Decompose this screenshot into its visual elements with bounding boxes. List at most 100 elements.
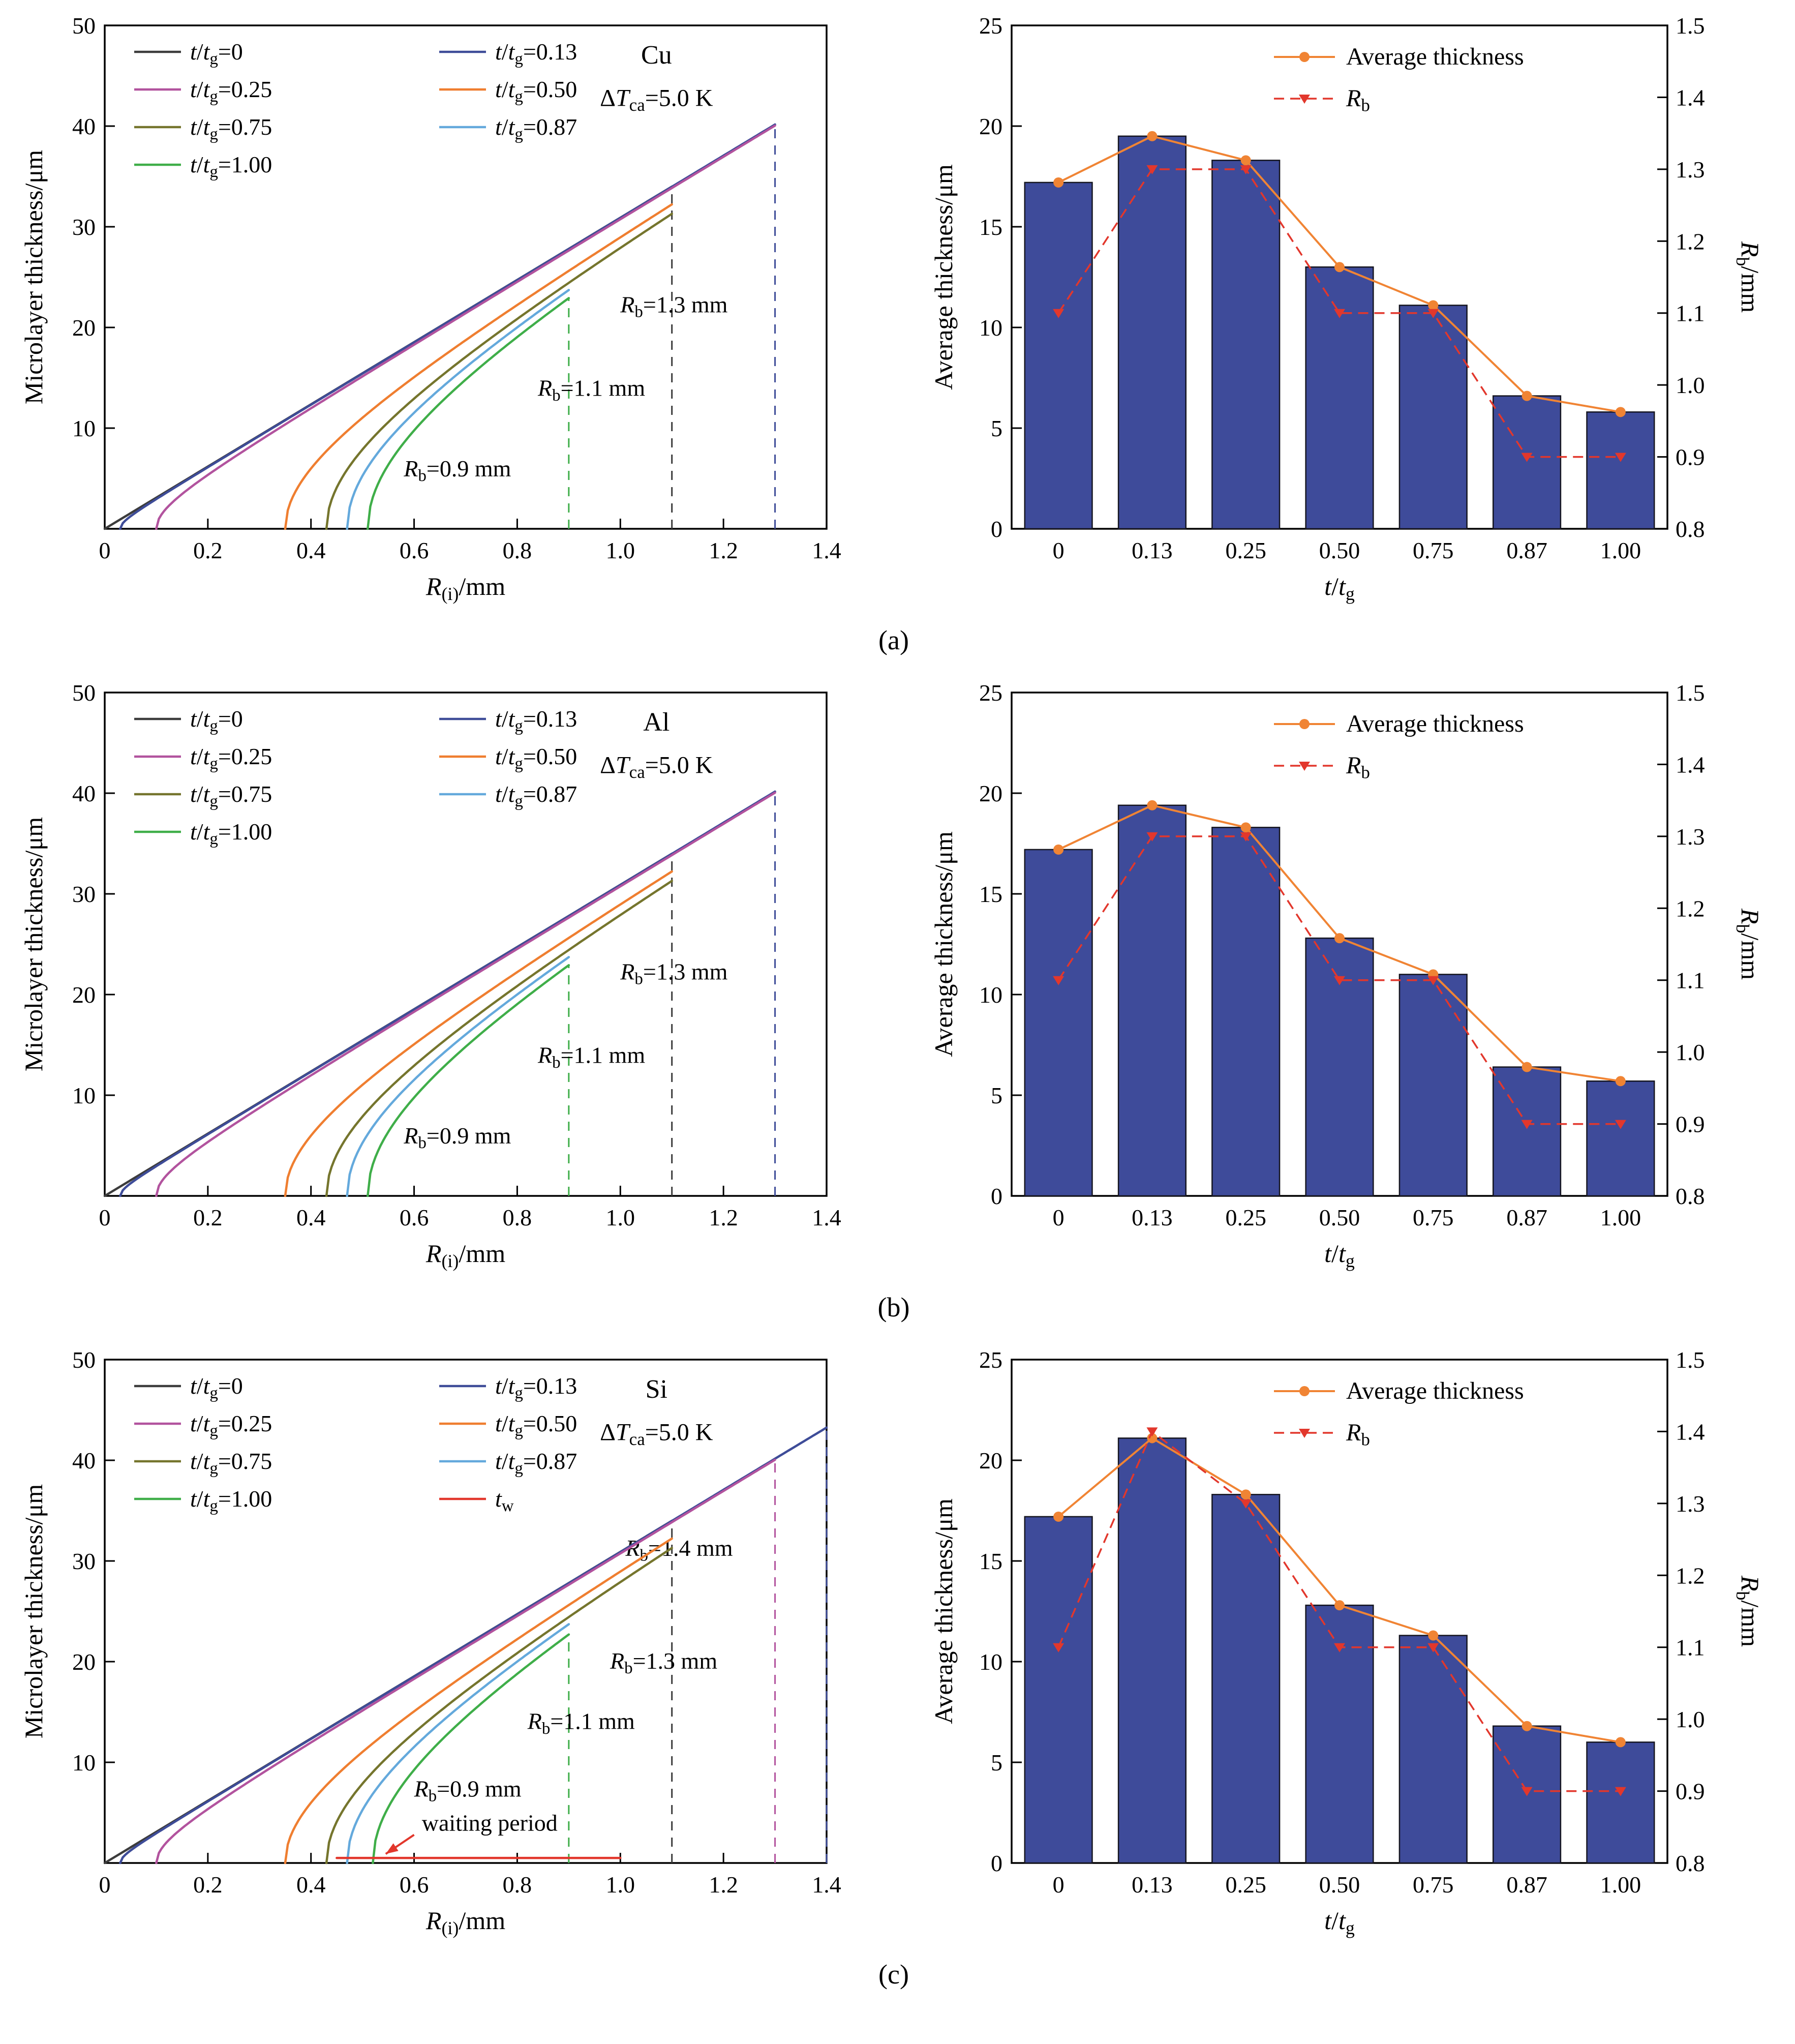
svg-text:t/tg=1.00: t/tg=1.00 (190, 1486, 272, 1515)
svg-text:40: 40 (72, 780, 96, 806)
svg-text:1.2: 1.2 (709, 1872, 738, 1898)
svg-text:0.2: 0.2 (193, 1205, 223, 1230)
svg-text:0.2: 0.2 (193, 1872, 223, 1898)
svg-text:0.8: 0.8 (503, 1205, 532, 1230)
svg-text:R(i)/mm: R(i)/mm (425, 1239, 505, 1271)
svg-text:1.3: 1.3 (1676, 824, 1705, 850)
svg-text:5: 5 (991, 1750, 1002, 1776)
svg-text:Al: Al (643, 708, 670, 737)
svg-text:0.75: 0.75 (1413, 1205, 1454, 1230)
svg-text:15: 15 (979, 881, 1002, 907)
svg-text:Si: Si (646, 1375, 667, 1404)
svg-text:0.50: 0.50 (1319, 1205, 1360, 1230)
svg-text:1.4: 1.4 (1676, 1419, 1705, 1445)
svg-text:t/tg=0.87: t/tg=0.87 (495, 114, 577, 143)
svg-text:0: 0 (99, 1872, 111, 1898)
svg-text:Rb: Rb (1346, 752, 1370, 783)
svg-text:0.75: 0.75 (1413, 537, 1454, 563)
svg-text:1.00: 1.00 (1600, 1872, 1641, 1898)
svg-text:0.50: 0.50 (1319, 537, 1360, 563)
svg-text:1.2: 1.2 (1676, 895, 1705, 921)
microlayer-thickness-chart-cu: 0 0.2 0.4 0.6 0.8 1.0 1.2 1.4 10 20 30 40 50 R(i)/mm M… (19, 13, 841, 604)
svg-text:Microlayer thickness/μm: Microlayer thickness/μm (19, 150, 48, 404)
svg-text:0.87: 0.87 (1506, 1205, 1547, 1230)
svg-text:10: 10 (72, 1083, 96, 1108)
panel-c-row: 0 0.2 0.4 0.6 0.8 1.0 1.2 1.4 10 20 30 40 50 R(i)/mm M… (14, 1343, 1795, 1948)
svg-text:t/tg=0.50: t/tg=0.50 (495, 1410, 577, 1440)
svg-text:ΔTca=5.0 K: ΔTca=5.0 K (600, 752, 713, 782)
svg-text:10: 10 (979, 1649, 1002, 1675)
svg-text:t/tg=0: t/tg=0 (190, 1373, 243, 1402)
svg-text:0.4: 0.4 (296, 1205, 326, 1230)
svg-text:0.8: 0.8 (503, 537, 532, 563)
svg-text:0.9: 0.9 (1676, 444, 1705, 470)
caption-a: (a) (878, 625, 909, 655)
svg-text:1.00: 1.00 (1600, 537, 1641, 563)
svg-text:Rb=1.1 mm: Rb=1.1 mm (527, 1708, 635, 1738)
svg-text:0: 0 (1053, 1205, 1064, 1230)
svg-text:0.87: 0.87 (1506, 537, 1547, 563)
svg-text:t/tg: t/tg (1324, 572, 1355, 604)
svg-text:0.4: 0.4 (296, 1872, 326, 1898)
svg-text:t/tg=0.13: t/tg=0.13 (495, 706, 577, 735)
svg-text:waiting period: waiting period (422, 1810, 558, 1836)
svg-text:t/tg=1.00: t/tg=1.00 (190, 819, 272, 848)
svg-text:Rb=0.9 mm: Rb=0.9 mm (403, 456, 511, 485)
svg-text:0.8: 0.8 (1676, 1183, 1705, 1209)
svg-text:t/tg=0.50: t/tg=0.50 (495, 743, 577, 773)
panel-b-row: 0 0.2 0.4 0.6 0.8 1.0 1.2 1.4 10 20 30 40 50 R(i)/mm M… (14, 676, 1795, 1281)
svg-text:t/tg=0.13: t/tg=0.13 (495, 1373, 577, 1402)
svg-text:0.9: 0.9 (1676, 1779, 1705, 1805)
svg-text:0.9: 0.9 (1676, 1111, 1705, 1137)
svg-text:10: 10 (979, 315, 1002, 341)
svg-text:tw: tw (495, 1486, 514, 1515)
caption-b: (b) (877, 1292, 910, 1322)
svg-text:ΔTca=5.0 K: ΔTca=5.0 K (600, 84, 713, 115)
svg-text:10: 10 (979, 982, 1002, 1008)
svg-text:20: 20 (979, 113, 1002, 139)
svg-text:t/tg: t/tg (1324, 1239, 1355, 1271)
svg-text:0.6: 0.6 (400, 1872, 429, 1898)
svg-text:50: 50 (72, 680, 96, 706)
svg-text:0.6: 0.6 (400, 1205, 429, 1230)
svg-text:t/tg=0.87: t/tg=0.87 (495, 781, 577, 810)
svg-text:Rb=1.4 mm: Rb=1.4 mm (625, 1535, 733, 1565)
svg-text:5: 5 (991, 415, 1002, 441)
microlayer-thickness-chart-si: 0 0.2 0.4 0.6 0.8 1.0 1.2 1.4 10 20 30 40 50 R(i)/mm M… (19, 1347, 841, 1938)
svg-text:40: 40 (72, 113, 96, 139)
svg-text:0.8: 0.8 (1676, 1850, 1705, 1876)
svg-text:1.0: 1.0 (1676, 1706, 1705, 1732)
svg-text:ΔTca=5.0 K: ΔTca=5.0 K (600, 1419, 713, 1449)
svg-text:t/tg=0.13: t/tg=0.13 (495, 39, 577, 68)
caption-c: (c) (878, 1959, 909, 1990)
svg-text:15: 15 (979, 214, 1002, 240)
svg-text:Rb/mm: Rb/mm (1732, 908, 1763, 980)
svg-text:t/tg=0.25: t/tg=0.25 (190, 743, 272, 773)
svg-text:1.4: 1.4 (1676, 84, 1705, 110)
svg-text:Rb/mm: Rb/mm (1732, 241, 1763, 313)
svg-text:Rb=1.3 mm: Rb=1.3 mm (610, 1648, 717, 1677)
svg-text:t/tg=0.87: t/tg=0.87 (495, 1448, 577, 1478)
panel-a: 0 0.2 0.4 0.6 0.8 1.0 1.2 1.4 10 20 30 40 50 R(i)/mm M… (14, 9, 1795, 671)
svg-text:t/tg=0.50: t/tg=0.50 (495, 76, 577, 106)
svg-text:R(i)/mm: R(i)/mm (425, 1906, 505, 1938)
svg-text:0.13: 0.13 (1132, 1872, 1173, 1898)
svg-text:0: 0 (1053, 1872, 1064, 1898)
svg-text:t/tg=0.75: t/tg=0.75 (190, 1448, 272, 1478)
svg-text:1.2: 1.2 (1676, 1562, 1705, 1588)
svg-text:0.13: 0.13 (1132, 537, 1173, 563)
svg-text:t/tg=0: t/tg=0 (190, 706, 243, 735)
svg-text:Rb=1.1 mm: Rb=1.1 mm (537, 375, 645, 405)
svg-text:1.0: 1.0 (1676, 372, 1705, 398)
svg-text:Microlayer thickness/μm: Microlayer thickness/μm (19, 817, 48, 1071)
svg-text:0: 0 (99, 1205, 111, 1230)
svg-text:1.4: 1.4 (1676, 752, 1705, 777)
svg-text:Average thickness: Average thickness (1346, 710, 1524, 737)
svg-text:30: 30 (72, 214, 96, 240)
svg-text:0.8: 0.8 (503, 1872, 532, 1898)
svg-text:0.75: 0.75 (1413, 1872, 1454, 1898)
svg-text:t/tg=0.75: t/tg=0.75 (190, 781, 272, 810)
svg-text:Rb/mm: Rb/mm (1732, 1575, 1763, 1647)
svg-text:0.25: 0.25 (1225, 537, 1266, 563)
